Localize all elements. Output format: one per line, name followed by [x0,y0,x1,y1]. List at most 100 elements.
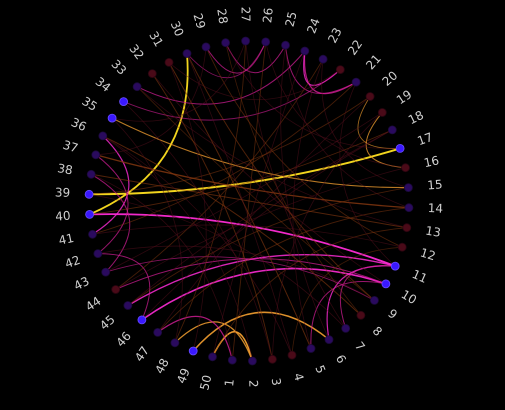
edge-29-12 [205,46,403,248]
edge-7-11 [339,265,396,329]
edge-37-14 [95,154,409,209]
node-24 [300,46,310,56]
edge-19-3 [272,112,383,360]
node-28 [221,38,231,48]
node-label-35: 35 [79,94,99,114]
node-14 [404,203,414,213]
edge-27-48 [174,40,247,343]
node-label-1: 1 [222,378,237,387]
node-10 [381,279,391,289]
edge-48-2 [174,321,254,362]
node-3 [267,354,277,364]
edge-25-21 [285,45,357,94]
node-label-13: 13 [424,224,441,240]
node-label-28: 28 [214,8,230,25]
edge-18-46 [141,129,393,321]
edge-30-26 [186,41,267,79]
node-18 [387,125,397,135]
node-13 [402,223,412,233]
node-50 [208,352,217,362]
node-32 [147,69,157,78]
node-label-43: 43 [72,274,92,293]
node-43 [101,267,111,277]
edge-42-9 [97,245,375,301]
node-label-30: 30 [168,19,187,39]
node-label-26: 26 [260,7,276,24]
edge-3-34 [123,101,273,360]
node-6 [324,335,334,345]
node-label-39: 39 [55,185,71,200]
edge-49-31 [168,62,207,352]
node-labels: 1 2 3 4567891011121314151617181920212223242… [55,7,444,392]
node-26 [261,37,271,47]
edge-1-38 [91,173,233,361]
node-11 [390,261,400,271]
node-9 [369,295,379,305]
node-22 [335,65,345,74]
node-15 [403,183,413,193]
node-49 [188,346,198,356]
edge-25-14 [285,45,410,209]
edge-23-15 [321,59,409,188]
node-label-3: 3 [269,377,284,387]
node-30 [182,49,192,58]
node-label-50: 50 [197,374,214,392]
node-label-11: 11 [410,267,430,286]
node-48 [170,338,180,348]
edge-43-38 [90,173,131,273]
edge-34-22 [123,69,341,121]
node-label-4: 4 [291,371,307,382]
node-19 [377,108,387,117]
node-label-36: 36 [69,115,89,134]
edge-48-35 [111,117,183,343]
node-39 [84,189,94,199]
node-8 [356,310,366,320]
node-label-17: 17 [416,130,435,148]
edge-31-22 [168,62,341,101]
node-17 [395,143,405,153]
edge-14-47 [157,207,409,333]
edge-32-10 [151,73,387,285]
edge-13-50 [212,227,407,358]
edge-33-24 [136,50,306,105]
node-2 [247,356,257,366]
node-47 [153,327,163,337]
node-16 [401,163,410,173]
node-23 [318,54,328,64]
node-4 [287,350,297,360]
node-40 [85,209,94,219]
edge-32-3 [151,73,273,360]
node-label-14: 14 [428,201,444,216]
chord-edges [89,40,410,362]
node-33 [132,82,142,92]
node-label-37: 37 [61,138,80,156]
edge-30-9 [186,53,375,301]
edge-4-30 [186,53,293,356]
node-label-29: 29 [191,12,209,30]
edge-41-36 [92,135,130,235]
node-label-10: 10 [399,287,419,307]
edge-37-29 [95,46,207,156]
node-label-23: 23 [325,25,344,45]
edge-36-4 [102,135,293,356]
node-label-27: 27 [238,7,252,23]
node-44 [111,285,121,294]
node-label-18: 18 [406,108,426,127]
node-42 [93,249,103,259]
edge-9-33 [136,86,375,301]
node-20 [365,92,375,101]
node-36 [98,131,108,141]
node-label-38: 38 [56,161,73,177]
edge-6-25 [280,45,330,340]
node-label-42: 42 [63,253,82,271]
node-label-12: 12 [419,246,438,264]
edge-35-27 [112,40,246,122]
node-45 [123,301,133,310]
edge-2-36 [102,135,253,362]
node-38 [86,169,96,179]
node-12 [397,242,407,252]
edge-47-1 [157,315,233,361]
edge-42-37 [95,154,129,254]
